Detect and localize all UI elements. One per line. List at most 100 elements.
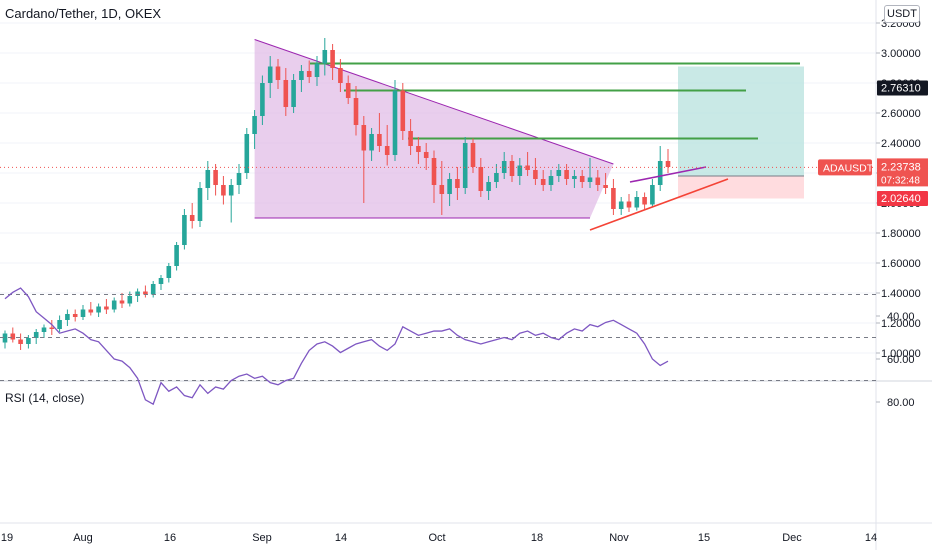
candle-body: [470, 143, 476, 167]
price-tag-bg: [877, 80, 928, 96]
currency-selector[interactable]: USDT: [884, 5, 920, 23]
candle-body: [338, 68, 343, 83]
candle-body: [182, 215, 187, 245]
candle-body: [556, 170, 562, 176]
stop-zone: [678, 176, 804, 199]
candle-body: [283, 80, 289, 107]
price-tag-label: 2.76310: [881, 83, 921, 95]
price-tick-label: 1.60000: [881, 258, 921, 270]
candle-body: [587, 177, 593, 182]
candle-body: [166, 266, 172, 278]
time-tick-label: 16: [164, 532, 176, 544]
candle-body: [361, 125, 367, 151]
price-tick-label: 1.80000: [881, 228, 921, 240]
candle-body: [150, 284, 156, 295]
time-tick-label: Aug: [73, 532, 93, 544]
price-tag-bg: [877, 191, 928, 207]
candle-body: [314, 63, 320, 77]
candle-body: [579, 176, 585, 182]
candle-body: [455, 179, 460, 188]
time-tick-label: 14: [865, 532, 877, 544]
time-tick-label: Nov: [609, 532, 629, 544]
candle-body: [260, 83, 265, 116]
candle-body: [275, 66, 281, 80]
time-tick-label: 19: [1, 532, 13, 544]
countdown-label: 07:32:48: [881, 175, 920, 186]
candle-body: [104, 306, 109, 310]
candle-body: [572, 176, 577, 179]
rsi-line: [4, 287, 669, 406]
candle-body: [533, 170, 538, 179]
candle-body: [626, 201, 632, 208]
candle-body: [18, 339, 23, 344]
candle-body: [369, 134, 374, 151]
candle-body: [642, 197, 647, 205]
candle-body: [525, 165, 530, 170]
candle-body: [618, 201, 624, 209]
candle-body: [127, 296, 133, 304]
candle-body: [88, 309, 94, 313]
candle-body: [135, 291, 140, 296]
candle-body: [494, 173, 499, 182]
candle-body: [65, 314, 70, 320]
candle-body: [267, 66, 273, 83]
price-tick-label: 1.00000: [881, 348, 921, 360]
chart-title: Cardano/Tether, 1D, OKEX: [5, 6, 162, 21]
symbol-tag-label: ADAUSDT: [823, 162, 874, 174]
candle-body: [197, 188, 203, 221]
candle-body: [611, 188, 616, 209]
candle-body: [189, 215, 195, 221]
target-zone: [678, 66, 804, 176]
candle-body: [228, 185, 234, 196]
candle-body: [213, 170, 218, 185]
price-tick-label: 3.00000: [881, 48, 921, 60]
candle-body: [564, 170, 569, 179]
candle-body: [462, 143, 468, 188]
candle-body: [2, 333, 8, 343]
rsi-tick-label: 40.00: [887, 311, 915, 323]
breakout-line: [629, 166, 707, 183]
candle-body: [657, 161, 663, 185]
candle-body: [431, 158, 437, 185]
candle-body: [80, 309, 86, 317]
candle-body: [252, 116, 257, 134]
price-tick-label: 2.40000: [881, 138, 921, 150]
candle-body: [423, 152, 429, 158]
candle-body: [384, 146, 390, 155]
candle-body: [244, 134, 250, 173]
last-price-tag-bg: [877, 158, 928, 187]
candle-body: [478, 167, 484, 191]
triangle-pattern: [254, 39, 614, 218]
symbol-tag-bg: [818, 159, 872, 176]
candle-body: [291, 80, 296, 107]
candle-body: [634, 197, 640, 208]
candle-body: [447, 179, 452, 194]
rsi-tick-label: 60.00: [887, 354, 915, 366]
time-tick-label: Dec: [782, 532, 802, 544]
candle-body: [10, 333, 16, 340]
candle-body: [96, 306, 101, 313]
candle-body: [595, 177, 601, 185]
price-tick-label: 2.60000: [881, 108, 921, 120]
candle-body: [49, 327, 55, 329]
candle-body: [174, 245, 179, 266]
triangle-top-line: [254, 39, 614, 165]
candle-body: [603, 185, 608, 188]
candle-body: [353, 98, 359, 125]
time-tick-label: 15: [698, 532, 710, 544]
candle-body: [650, 185, 655, 205]
candle-body: [322, 50, 328, 64]
candle-body: [119, 300, 125, 304]
rsi-title: RSI (14, close): [5, 391, 85, 405]
candle-body: [345, 83, 351, 98]
candle-body: [439, 185, 445, 194]
candle-body: [57, 320, 62, 329]
time-tick-label: 18: [531, 532, 543, 544]
candle-body: [400, 90, 406, 131]
candle-body: [665, 161, 671, 167]
candle-body: [143, 291, 148, 295]
price-tick-label: 1.40000: [881, 288, 921, 300]
candle-body: [158, 278, 164, 284]
